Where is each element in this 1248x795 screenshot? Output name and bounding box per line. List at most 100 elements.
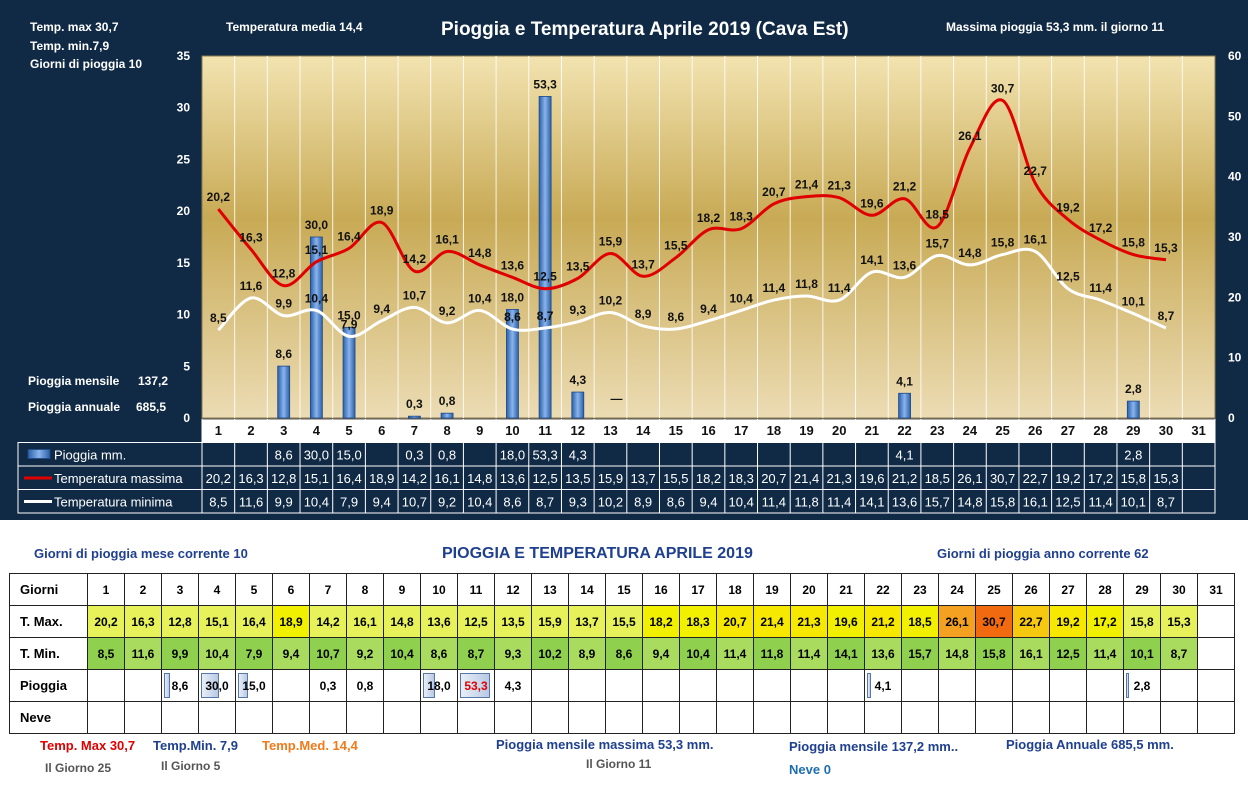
rain-bar <box>538 96 552 419</box>
neve-cell <box>975 701 1013 734</box>
table-value: 19,6 <box>859 471 884 486</box>
day-header-cell: 19 <box>753 573 791 606</box>
day-header-cell: 2 <box>124 573 162 606</box>
tmax-data-label: 18,3 <box>729 210 753 224</box>
tmax-data-label: 15,9 <box>599 235 623 249</box>
neve-cell <box>124 701 162 734</box>
tmin-cell: 16,1 <box>1012 637 1050 670</box>
tmin-cell: 14,1 <box>827 637 865 670</box>
tmax-data-label: 16,1 <box>435 232 459 246</box>
rain-data-label: 8,6 <box>275 347 292 361</box>
tmax-data-label: 26,1 <box>958 129 982 143</box>
table-value: 12,8 <box>271 471 296 486</box>
table-value: 10,1 <box>1121 495 1146 510</box>
tmin-data-label: 8,5 <box>210 311 227 325</box>
chart-title: Pioggia e Temperatura Aprile 2019 (Cava … <box>441 19 849 40</box>
pioggia-cell: 0,3 <box>309 669 347 702</box>
legend-label: Temperatura minima <box>54 495 173 510</box>
day-header-cell: 10 <box>420 573 458 606</box>
pioggia-level-bar <box>460 673 490 698</box>
tmin-data-label: 9,4 <box>700 302 717 316</box>
day-header-cell: 22 <box>864 573 902 606</box>
tmax-data-label: 15,8 <box>1122 236 1146 250</box>
tmax-cell: 13,5 <box>494 605 532 638</box>
table-value: 10,4 <box>729 495 754 510</box>
x-tick-label: 22 <box>897 423 911 438</box>
footer-pioggia-annuale: Pioggia Annuale 685,5 mm. <box>1006 737 1174 752</box>
tmax-data-label: 21,2 <box>893 180 917 194</box>
tmin-data-label: 8,6 <box>667 310 684 324</box>
tmin-cell: 8,7 <box>1160 637 1198 670</box>
rain-bar <box>898 392 911 419</box>
table-value: 8,7 <box>1157 495 1175 510</box>
x-tick-label: 6 <box>378 423 385 438</box>
neve-cell <box>346 701 384 734</box>
x-tick-label: 18 <box>767 423 781 438</box>
x-tick-label: 10 <box>505 423 519 438</box>
table-value: 16,4 <box>336 471 361 486</box>
table-row-pioggia: Pioggia 8,6 30,0 15,0 0,3 0,8 18,0 53,3 4,3 4,1 2… <box>9 669 1235 702</box>
tmax-cell: 21,4 <box>753 605 791 638</box>
day-header-cell: 17 <box>679 573 717 606</box>
day-header-cell: 31 <box>1197 573 1235 606</box>
table-value: 10,4 <box>467 495 492 510</box>
table-value: 7,9 <box>340 495 358 510</box>
table-value: 21,3 <box>827 471 852 486</box>
pioggia-cell <box>1012 669 1050 702</box>
neve-cell <box>235 701 273 734</box>
pioggia-value: 8,6 <box>171 678 189 693</box>
tmax-cell: 18,9 <box>272 605 310 638</box>
y-left-tick-label: 10 <box>177 308 191 322</box>
giorni-pioggia-mese: Giorni di pioggia mese corrente 10 <box>34 546 248 561</box>
rain-data-label: 15,0 <box>337 309 361 323</box>
x-tick-label: 4 <box>313 423 321 438</box>
plot-background <box>201 55 1216 419</box>
x-tick-label: 28 <box>1093 423 1107 438</box>
tmax-data-label: 19,6 <box>860 196 884 210</box>
pioggia-level-bar <box>1126 673 1129 698</box>
table-value: 0,8 <box>438 448 456 463</box>
pioggia-cell <box>1197 669 1235 702</box>
table-value: 8,6 <box>503 495 521 510</box>
tmax-data-label: 22,7 <box>1024 164 1048 178</box>
tmax-cell: 12,8 <box>161 605 199 638</box>
tmax-data-label: 18,9 <box>370 204 394 218</box>
day-header-cell: 8 <box>346 573 384 606</box>
table-value: 18,3 <box>729 471 754 486</box>
tmax-cell: 18,5 <box>901 605 939 638</box>
day-header-cell: 24 <box>938 573 976 606</box>
y-right-tick-label: 10 <box>1228 351 1242 365</box>
pioggia-value: 0,3 <box>319 678 337 693</box>
table-value: 26,1 <box>957 471 982 486</box>
table-value: 12,5 <box>532 471 557 486</box>
footer-pioggia-max-day: Il Giorno 11 <box>586 757 652 771</box>
tmax-cell: 20,2 <box>87 605 125 638</box>
x-tick-label: 7 <box>411 423 418 438</box>
tmin-data-label: 12,5 <box>1056 270 1080 284</box>
tmin-cell: 10,2 <box>531 637 569 670</box>
x-tick-label: 15 <box>669 423 683 438</box>
chart-panel: 0 5 10 15 20 25 30 35 0 10 20 30 40 50 60 8,6 30,0 15,0 0,… <box>0 0 1248 520</box>
neve-cell <box>1049 701 1087 734</box>
table-value: 9,9 <box>275 495 293 510</box>
day-header-cell: 26 <box>1012 573 1050 606</box>
x-tick-label: 13 <box>603 423 617 438</box>
tmax-cell: 16,4 <box>235 605 273 638</box>
pioggia-cell: 4,3 <box>494 669 532 702</box>
y-left-tick-label: 15 <box>177 256 191 270</box>
day-header-cell: 14 <box>568 573 606 606</box>
neve-cell <box>457 701 495 734</box>
tmin-cell: 11,4 <box>716 637 754 670</box>
table-value: 4,3 <box>569 448 587 463</box>
pioggia-cell <box>272 669 310 702</box>
row-label-giorni: Giorni <box>9 573 88 606</box>
table-value: 21,2 <box>892 471 917 486</box>
tmax-cell: 18,3 <box>679 605 717 638</box>
x-tick-label: 20 <box>832 423 846 438</box>
table-value: 12,5 <box>1055 495 1080 510</box>
tmax-data-label: 16,3 <box>239 230 263 244</box>
tmin-cell: 10,4 <box>679 637 717 670</box>
table-value: 14,1 <box>859 495 884 510</box>
pioggia-cell <box>87 669 125 702</box>
neve-cell <box>161 701 199 734</box>
